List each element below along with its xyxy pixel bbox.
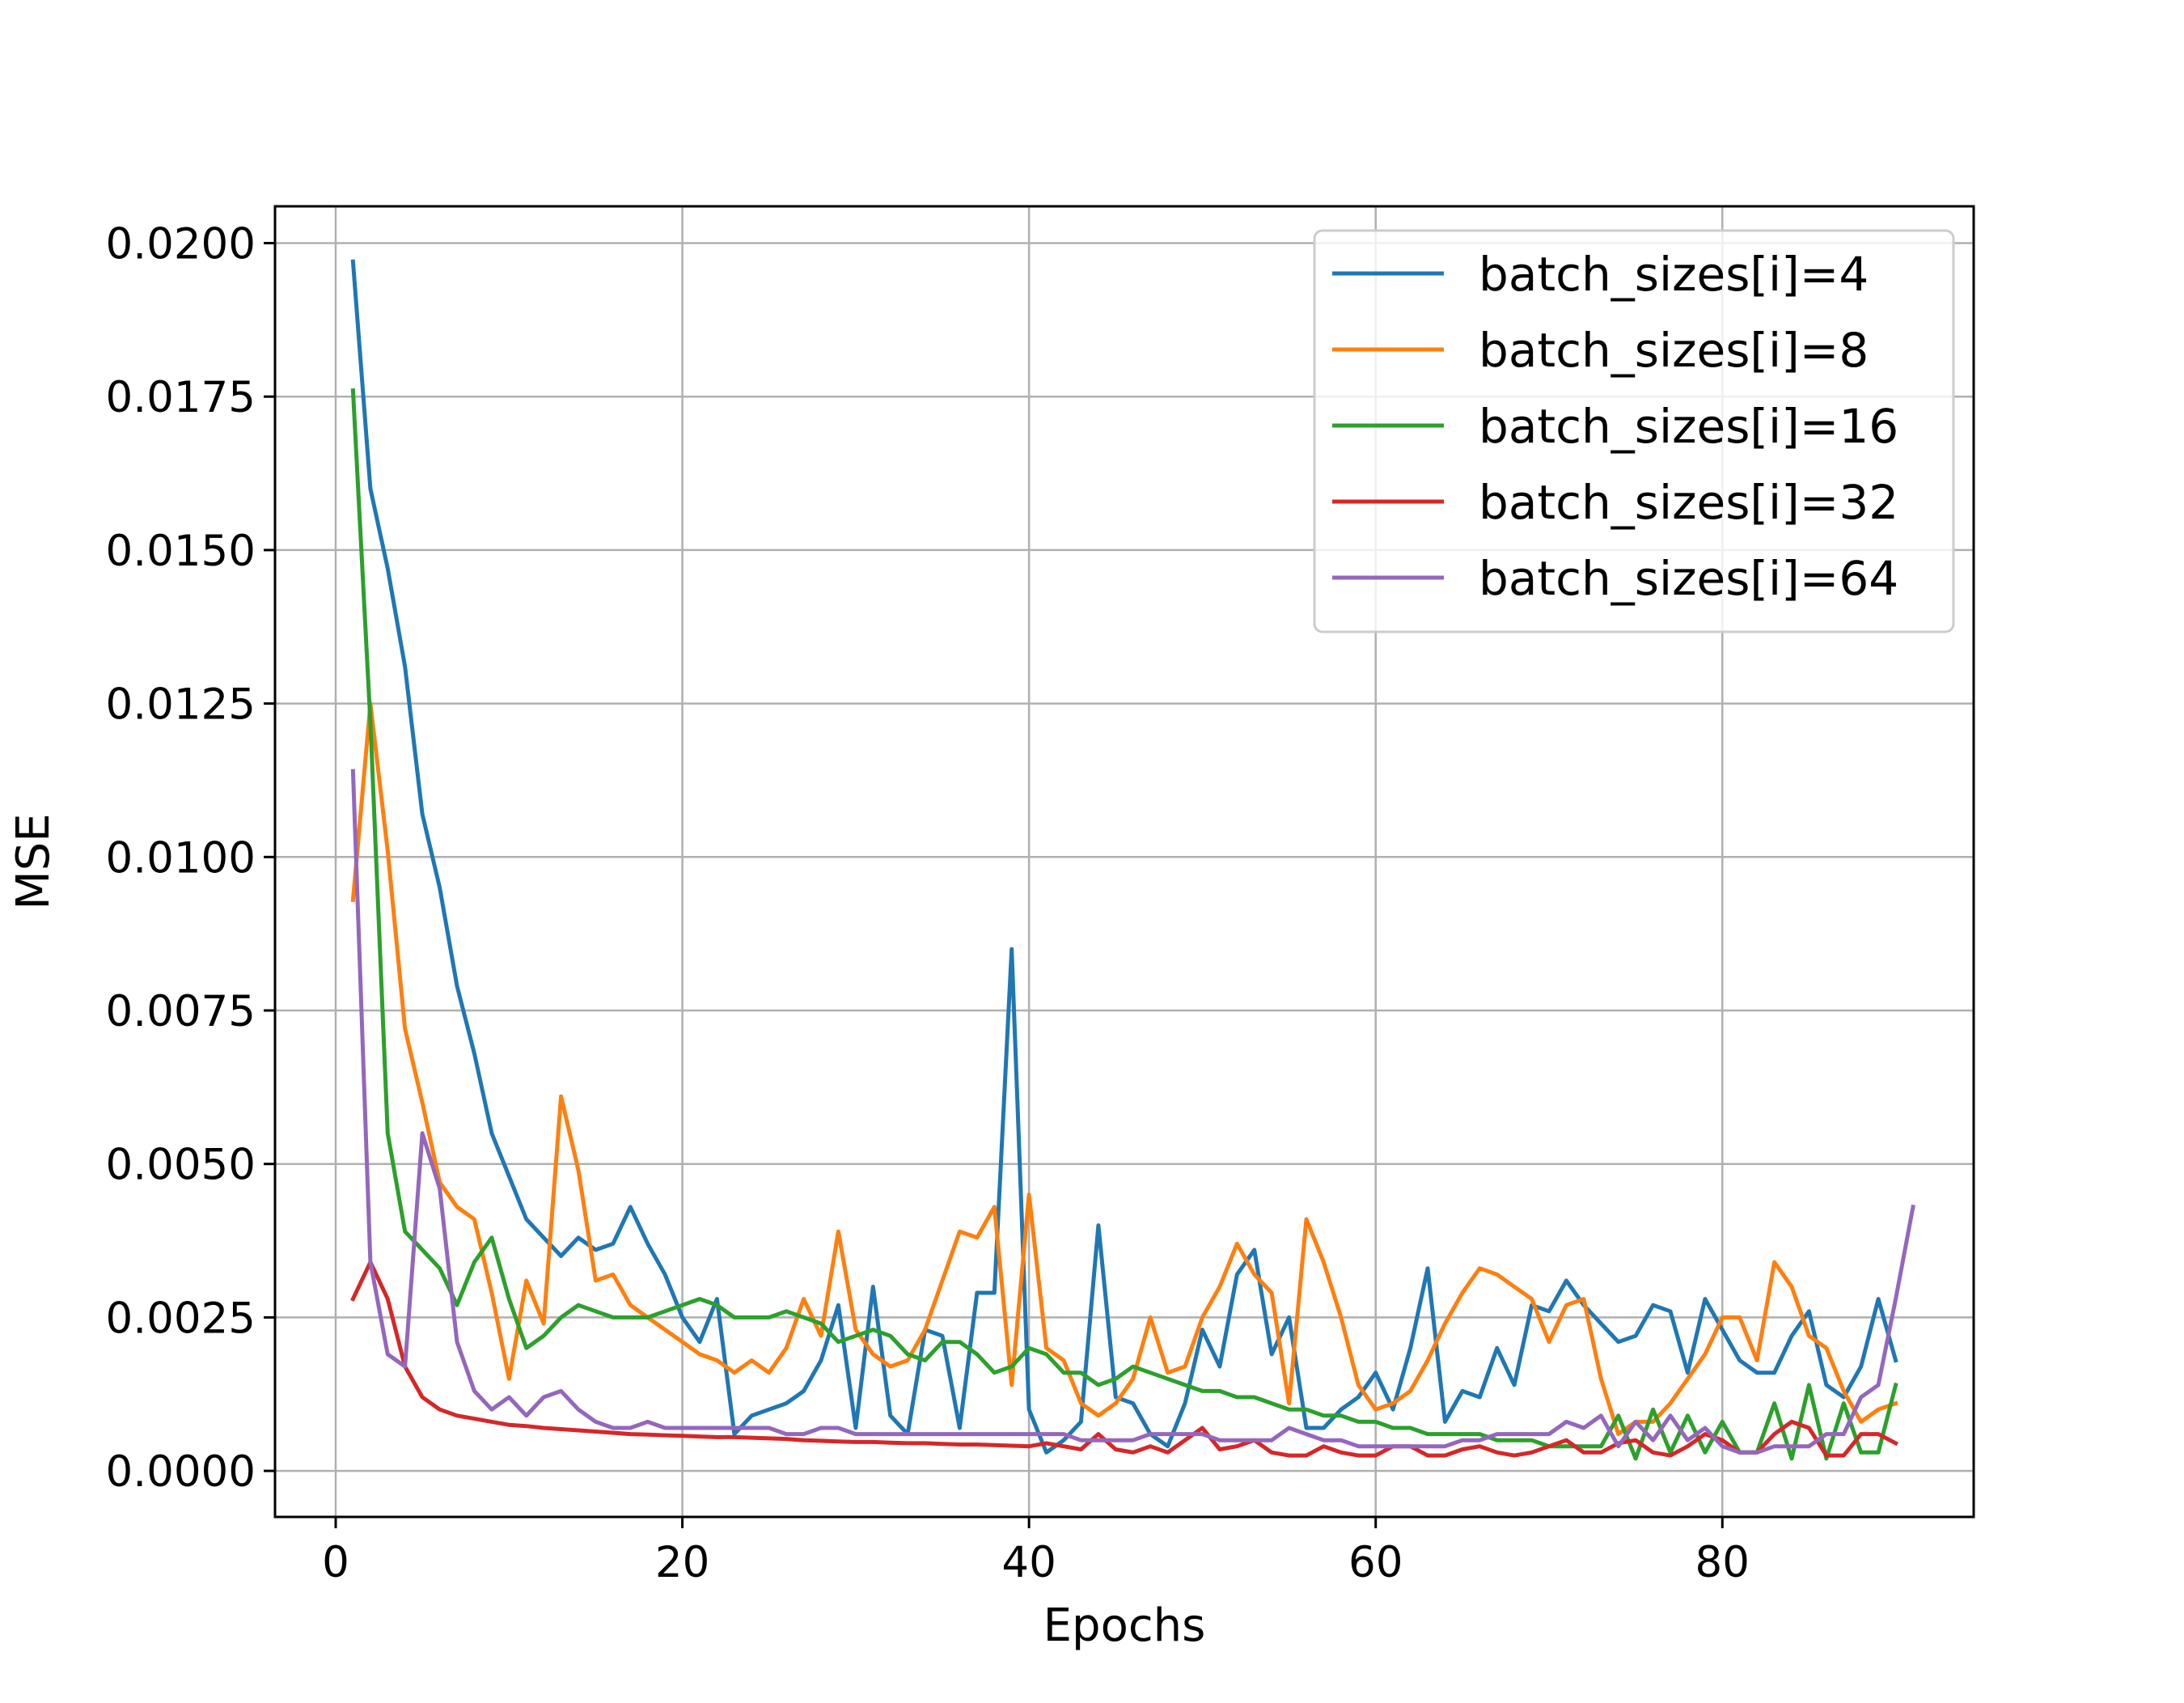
axis-ticks: 0 20 40 60 80 0.0000 0.0025 0.0050 0.0075 0.0100 0…: [106, 220, 1750, 1587]
series-line-4: [350, 769, 1915, 1455]
y-tick-label: 0.0150: [106, 527, 256, 576]
y-tick-label: 0.0200: [106, 220, 256, 269]
legend-label: batch_sizes[i]=8: [1479, 323, 1869, 378]
x-tick-label: 20: [655, 1538, 709, 1587]
legend-label: batch_sizes[i]=64: [1479, 551, 1898, 606]
series-line-0: [350, 259, 1898, 1455]
plot-frame: [273, 205, 1975, 1519]
legend-label: batch_sizes[i]=32: [1479, 475, 1898, 530]
y-tick-label: 0.0075: [106, 987, 256, 1036]
x-tick-label: 0: [322, 1538, 349, 1587]
y-tick-label: 0.0100: [106, 833, 256, 883]
x-tick-label: 80: [1695, 1538, 1750, 1587]
x-axis-label: Epochs: [1043, 1599, 1206, 1652]
legend-label: batch_sizes[i]=16: [1479, 399, 1898, 454]
series-line-2: [350, 388, 1898, 1461]
legend-label: batch_sizes[i]=4: [1479, 247, 1869, 302]
y-tick-label: 0.0125: [106, 680, 256, 730]
x-tick-label: 40: [1001, 1538, 1056, 1587]
series-line-1: [350, 701, 1898, 1437]
y-tick-label: 0.0000: [106, 1447, 256, 1497]
series-line-3: [350, 1260, 1898, 1458]
legend-box: [1313, 229, 1955, 633]
grid: [275, 206, 1974, 1517]
plot-lines: [350, 259, 1915, 1461]
y-tick-label: 0.0050: [106, 1141, 256, 1190]
x-tick-label: 60: [1348, 1538, 1403, 1587]
y-axis-label: MSE: [7, 813, 60, 909]
y-tick-label: 0.0025: [106, 1294, 256, 1343]
legend: batch_sizes[i]=4 batch_sizes[i]=8 batch_si…: [1313, 229, 1955, 633]
y-tick-label: 0.0175: [106, 373, 256, 422]
